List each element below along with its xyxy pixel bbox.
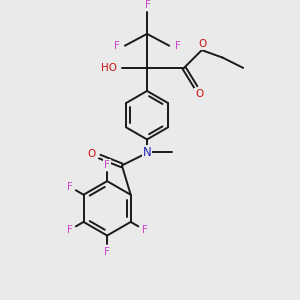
Text: F: F — [104, 247, 110, 257]
Text: F: F — [142, 225, 148, 235]
Text: N: N — [143, 146, 152, 159]
Text: HO: HO — [101, 63, 117, 73]
Text: O: O — [198, 39, 206, 49]
Text: F: F — [104, 160, 110, 170]
Text: O: O — [195, 88, 203, 99]
Text: F: F — [175, 41, 181, 51]
Text: F: F — [145, 0, 151, 10]
Text: F: F — [67, 225, 72, 235]
Text: O: O — [87, 148, 96, 159]
Text: F: F — [114, 41, 119, 51]
Text: F: F — [67, 182, 72, 192]
